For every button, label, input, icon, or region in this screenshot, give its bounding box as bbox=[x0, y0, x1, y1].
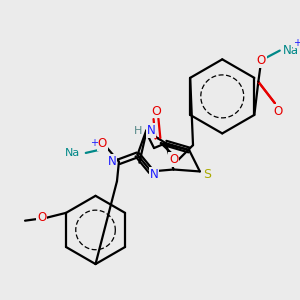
Text: N: N bbox=[147, 124, 155, 137]
Text: O: O bbox=[273, 104, 283, 118]
Text: Na: Na bbox=[283, 44, 299, 57]
Text: Na: Na bbox=[65, 148, 80, 158]
Text: N: N bbox=[108, 155, 116, 168]
Text: N: N bbox=[150, 168, 158, 181]
Text: +: + bbox=[90, 138, 98, 148]
Text: S: S bbox=[203, 168, 211, 181]
Text: H: H bbox=[134, 125, 142, 136]
Text: O: O bbox=[151, 104, 161, 118]
Text: +: + bbox=[293, 38, 300, 48]
Text: O: O bbox=[169, 153, 178, 166]
Text: O: O bbox=[37, 211, 46, 224]
Text: O: O bbox=[98, 137, 107, 150]
Text: O: O bbox=[256, 54, 266, 67]
